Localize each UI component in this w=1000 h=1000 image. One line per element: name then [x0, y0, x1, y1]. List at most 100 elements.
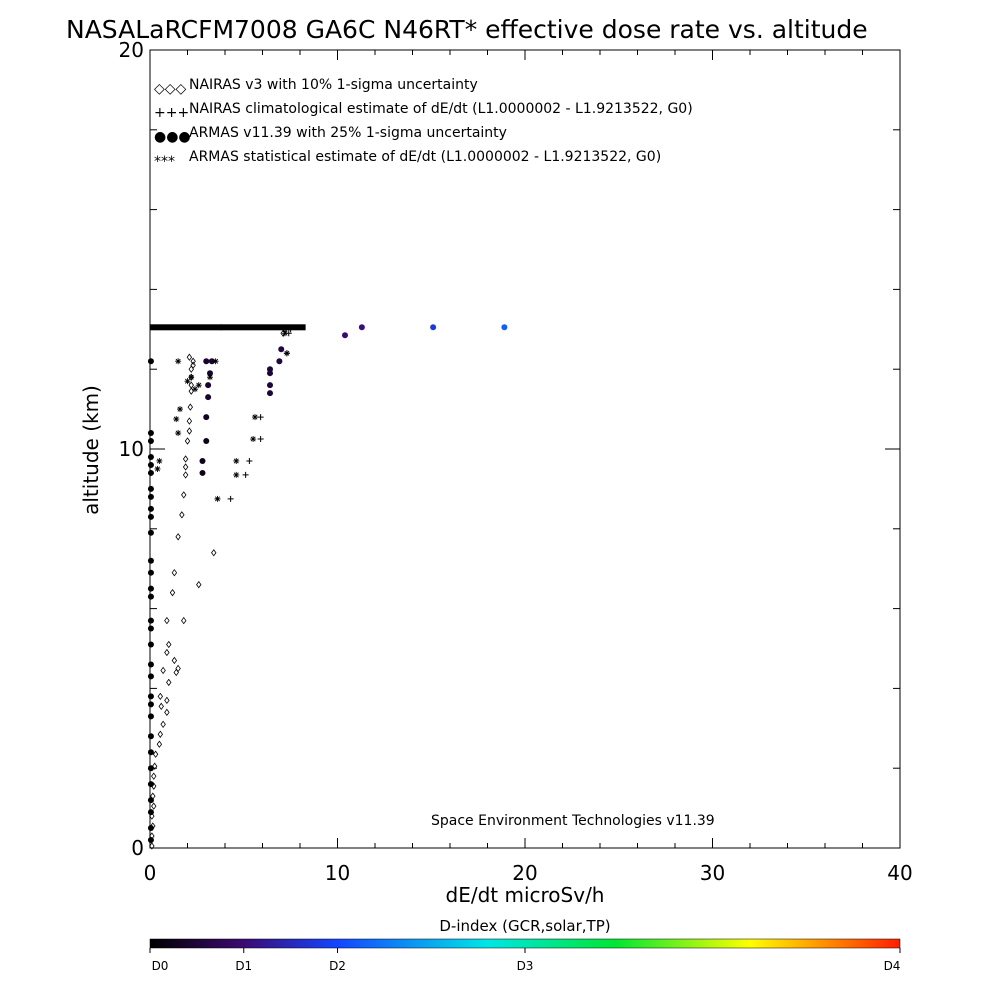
colorbar	[149, 938, 901, 949]
armas-stat-point	[233, 471, 240, 478]
legend: ◇◇◇ NAIRAS v3 with 10% 1-sigma uncertain…	[154, 77, 693, 170]
armas-stat-point	[192, 386, 198, 393]
nairas-point	[181, 616, 187, 625]
legend-symbol-nairas-clim: +++	[154, 105, 189, 121]
nairas-point	[151, 772, 157, 780]
axis-ticks	[149, 49, 901, 849]
nairas-clim-point	[227, 495, 234, 502]
armas-point	[203, 358, 210, 365]
nairas-point	[156, 740, 163, 748]
armas-point	[147, 673, 154, 680]
armas-point	[147, 493, 154, 500]
armas-point	[208, 358, 215, 365]
armas-point	[358, 324, 365, 331]
armas-stat-point	[250, 436, 257, 443]
nairas-point	[187, 403, 194, 411]
armas-stat-point	[188, 374, 195, 381]
nairas-point	[182, 455, 189, 463]
armas-point	[147, 693, 154, 700]
colorbar-label-d0: D0	[152, 959, 169, 973]
nairas-clim-point	[246, 457, 253, 464]
armas-point	[267, 390, 273, 397]
legend-symbol-armas: ●●●	[154, 129, 191, 145]
nairas-clim-point	[257, 436, 264, 443]
plot-frame	[149, 49, 901, 849]
armas-stat-point	[175, 358, 182, 365]
nairas-point	[157, 730, 164, 738]
nairas-point	[160, 720, 166, 728]
armas-point	[147, 461, 154, 468]
armas-point	[267, 366, 273, 373]
nairas-point	[186, 353, 193, 361]
colorbar-label-d4: D4	[884, 959, 901, 973]
nairas-point	[164, 616, 170, 625]
armas-point	[147, 701, 154, 708]
x-tick-label-0: 0	[144, 861, 157, 885]
armas-stat-point	[184, 378, 191, 385]
armas-point	[147, 485, 154, 492]
colorbar-ticks	[149, 948, 901, 953]
nairas-point	[151, 762, 158, 770]
nairas-point	[188, 387, 194, 395]
nairas-point	[186, 417, 193, 425]
armas-point	[147, 625, 154, 632]
armas-stat-point	[177, 406, 183, 413]
armas-point	[342, 332, 348, 339]
armas-point	[147, 837, 154, 844]
armas-point	[199, 469, 206, 476]
legend-symbol-armas-stat: ***	[154, 154, 175, 170]
armas-point	[278, 346, 285, 353]
armas-point	[147, 797, 154, 804]
armas-point	[147, 529, 154, 536]
nairas-point	[149, 812, 155, 820]
armas-stat-point	[175, 430, 182, 437]
armas-point	[205, 382, 212, 389]
x-tick-label-40: 40	[887, 861, 912, 885]
armas-point	[147, 713, 154, 720]
nairas-point	[184, 437, 191, 445]
armas-point	[147, 781, 154, 788]
armas-point	[147, 765, 154, 772]
armas-point	[147, 453, 154, 460]
nairas-point	[179, 511, 185, 519]
armas-stat-point	[156, 457, 163, 464]
legend-label-armas-stat: ARMAS statistical estimate of dE/dt (L1.…	[189, 149, 661, 165]
armas-point	[501, 324, 508, 331]
armas-point	[147, 749, 154, 756]
legend-symbol-nairas: ◇◇◇	[154, 81, 187, 97]
armas-point	[147, 617, 154, 624]
y-tick-label-10: 10	[119, 437, 144, 461]
nairas-point	[182, 471, 189, 479]
credit-annotation: Space Environment Technologies v11.39	[431, 813, 715, 829]
nairas-point	[164, 708, 170, 717]
nairas-point	[190, 361, 196, 369]
armas-stat-point	[212, 358, 219, 365]
nairas-point	[171, 569, 178, 577]
armas-point	[430, 324, 437, 331]
armas-point	[147, 593, 154, 600]
armas-point	[147, 513, 154, 520]
armas-point	[147, 661, 154, 668]
nairas-point	[175, 664, 181, 673]
nairas-point	[186, 427, 193, 435]
armas-point	[205, 394, 212, 401]
armas-stat-point	[282, 330, 288, 337]
armas-point	[207, 370, 213, 377]
colorbar-label-d1: D1	[235, 959, 252, 973]
x-tick-label-10: 10	[325, 861, 350, 885]
armas-stat-point	[173, 416, 180, 423]
legend-label-nairas-clim: NAIRAS climatological estimate of dE/dt …	[189, 101, 693, 117]
armas-point	[203, 438, 210, 445]
data-marks	[147, 324, 508, 850]
nairas-point	[211, 549, 217, 557]
nairas-point	[182, 463, 189, 471]
armas-point	[147, 505, 154, 512]
y-tick-label-0: 0	[131, 836, 144, 860]
armas-stat-point	[154, 465, 161, 472]
armas-point	[147, 438, 154, 445]
nairas-point	[190, 357, 196, 365]
nairas-point	[181, 491, 187, 499]
colorbar-title: D-index (GCR,solar,TP)	[439, 917, 610, 935]
armas-point	[147, 641, 154, 648]
